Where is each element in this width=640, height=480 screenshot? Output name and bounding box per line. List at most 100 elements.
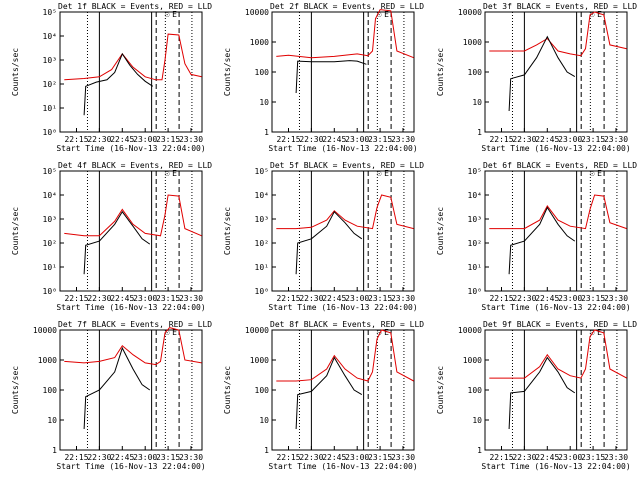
y-tick-label: 100: [43, 386, 58, 395]
y-tick-label: 10⁴: [255, 191, 269, 200]
x-tick-label: 23:15: [156, 294, 180, 303]
events-series-line: [295, 356, 363, 430]
y-tick-label: 10⁴: [43, 32, 57, 41]
x-tick-label: 22:30: [87, 294, 111, 303]
e-marker: E: [172, 169, 177, 178]
y-axis-label: Counts/sec: [436, 48, 445, 96]
e-marker: E: [384, 169, 389, 178]
y-tick-label: 10⁵: [468, 167, 482, 176]
y-tick-label: 1: [264, 128, 269, 137]
y-tick-label: 1: [52, 446, 57, 455]
x-tick-label: 22:30: [299, 135, 323, 144]
events-series-line: [83, 210, 151, 275]
y-tick-label: 10: [47, 416, 57, 425]
y-tick-label: 10¹: [43, 263, 57, 272]
lld-series-line: [276, 329, 414, 382]
panel-det-2: Det 2f BLACK = Events, RED = LLD 1 10 100 10…: [223, 2, 424, 153]
sun-marker: ☉: [377, 328, 382, 337]
panel-det-6: Det 6f BLACK = Events, RED = LLD 10⁰ 10¹ 10…: [436, 161, 637, 312]
plot-frame: [484, 329, 628, 451]
y-tick-label: 10²: [43, 239, 57, 248]
panel-title: Det 5f BLACK = Events, RED = LLD: [270, 161, 424, 170]
sun-marker: ☉: [165, 169, 170, 178]
events-series-line: [83, 52, 154, 116]
panel-title: Det 8f BLACK = Events, RED = LLD: [270, 320, 424, 329]
y-tick-label: 10000: [33, 326, 57, 335]
y-tick-label: 1000: [463, 356, 482, 365]
x-tick-label: 23:30: [604, 453, 628, 462]
lld-series-line: [64, 327, 202, 366]
y-tick-label: 10¹: [43, 104, 57, 113]
x-tick-label: 23:00: [133, 294, 157, 303]
x-tick-label: 22:30: [512, 135, 536, 144]
x-tick-label: 23:30: [179, 453, 203, 462]
y-axis-label: Counts/sec: [223, 207, 232, 255]
x-axis-label: Start Time (16-Nov-13 22:04:00): [56, 144, 205, 153]
y-tick-label: 10: [472, 416, 482, 425]
e-marker: E: [384, 328, 389, 337]
x-tick-label: 22:30: [512, 294, 536, 303]
y-tick-label: 10⁰: [255, 287, 269, 296]
x-tick-label: 23:30: [391, 453, 415, 462]
events-series-line: [295, 60, 367, 94]
y-tick-label: 1000: [250, 38, 269, 47]
x-tick-label: 22:45: [535, 135, 559, 144]
x-axis-label: Start Time (16-Nov-13 22:04:00): [268, 303, 417, 312]
y-tick-label: 10³: [43, 56, 57, 65]
y-tick-label: 1: [477, 446, 482, 455]
y-tick-label: 10⁵: [255, 167, 269, 176]
x-tick-label: 22:45: [322, 294, 346, 303]
y-tick-label: 10: [259, 416, 269, 425]
x-tick-label: 22:45: [322, 135, 346, 144]
events-series-line: [508, 356, 576, 430]
sun-marker: ☉: [165, 328, 170, 337]
x-tick-label: 22:15: [64, 294, 88, 303]
panel-det-4: Det 4f BLACK = Events, RED = LLD 10⁰ 10¹ 10…: [11, 161, 212, 312]
sun-marker: ☉: [590, 328, 595, 337]
e-marker: E: [597, 10, 602, 19]
lld-series-line: [276, 194, 414, 230]
x-tick-label: 22:15: [64, 135, 88, 144]
panel-det-8: Det 8f BLACK = Events, RED = LLD 1 10 100 10…: [223, 320, 424, 471]
y-tick-label: 10²: [43, 80, 57, 89]
y-axis-label: Counts/sec: [11, 48, 20, 96]
sun-marker: ☉: [377, 169, 382, 178]
x-tick-label: 23:15: [368, 294, 392, 303]
x-tick-label: 22:45: [535, 294, 559, 303]
x-tick-label: 23:00: [558, 453, 582, 462]
x-tick-label: 22:30: [87, 135, 111, 144]
plot-frame: [271, 170, 415, 292]
x-tick-label: 23:15: [581, 294, 605, 303]
y-tick-label: 10: [472, 98, 482, 107]
x-tick-label: 23:15: [156, 453, 180, 462]
x-tick-label: 23:15: [581, 135, 605, 144]
x-tick-label: 22:45: [535, 453, 559, 462]
x-tick-label: 23:30: [179, 294, 203, 303]
x-tick-label: 22:30: [299, 294, 323, 303]
x-axis-label: Start Time (16-Nov-13 22:04:00): [56, 303, 205, 312]
y-tick-label: 10³: [255, 215, 269, 224]
y-axis-label: Counts/sec: [223, 366, 232, 414]
panel-title: Det 3f BLACK = Events, RED = LLD: [483, 2, 637, 11]
x-tick-label: 23:00: [345, 294, 369, 303]
x-tick-label: 22:45: [110, 294, 134, 303]
y-tick-label: 1000: [38, 356, 57, 365]
y-tick-label: 10: [259, 98, 269, 107]
x-axis-label: Start Time (16-Nov-13 22:04:00): [268, 462, 417, 471]
y-tick-label: 10000: [458, 326, 482, 335]
x-tick-label: 23:30: [391, 294, 415, 303]
y-tick-label: 10⁵: [43, 8, 57, 17]
lld-series-line: [276, 9, 414, 59]
y-tick-label: 100: [468, 68, 483, 77]
y-tick-label: 10⁴: [43, 191, 57, 200]
panel-title: Det 2f BLACK = Events, RED = LLD: [270, 2, 424, 11]
x-axis-label: Start Time (16-Nov-13 22:04:00): [481, 462, 630, 471]
plot-frame: [484, 11, 628, 133]
x-tick-label: 23:30: [179, 135, 203, 144]
e-marker: E: [172, 328, 177, 337]
y-axis-label: Counts/sec: [223, 48, 232, 96]
y-tick-label: 100: [468, 386, 483, 395]
x-tick-label: 23:00: [133, 135, 157, 144]
x-tick-label: 22:45: [110, 135, 134, 144]
panel-det-9: Det 9f BLACK = Events, RED = LLD 1 10 100 10…: [436, 320, 637, 471]
